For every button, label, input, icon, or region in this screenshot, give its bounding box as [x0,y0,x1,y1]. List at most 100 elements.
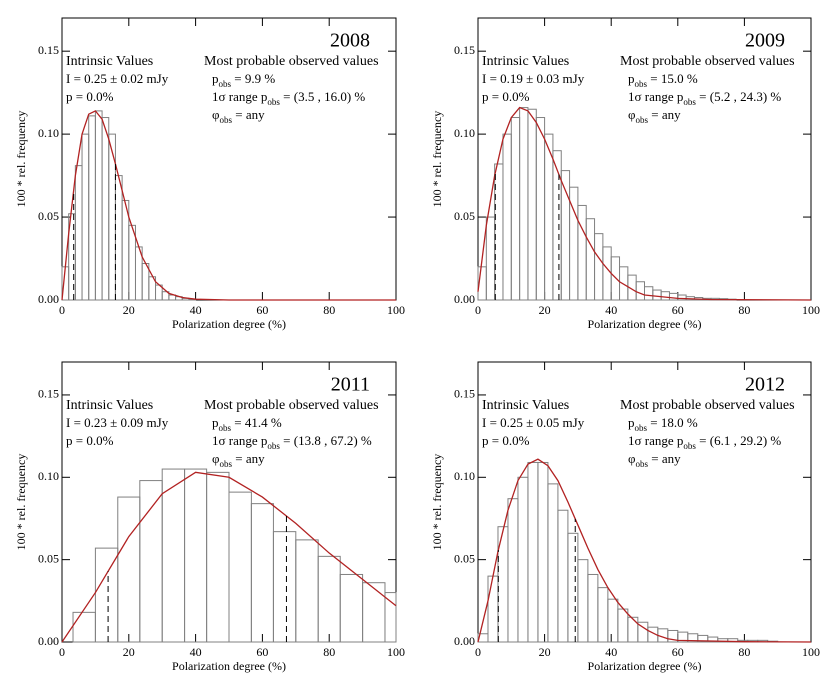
x-tick-label: 60 [256,645,268,659]
hist-bar [527,108,537,301]
hist-bar [88,115,96,301]
note-piece: p [628,71,635,86]
note-piece: I = 0.25 ± 0.02 mJy [66,71,169,86]
note-piece: obs [220,115,233,125]
x-tick-label: 40 [190,303,202,317]
note-line: 1σ range pobs = (5.2 , 24.3) % [628,89,781,107]
note-line: pobs = 15.0 % [628,71,698,89]
note-piece: Most probable observed values [204,398,379,413]
note-line: pobs = 18.0 % [628,415,698,433]
note-piece: obs [636,115,649,125]
hist-bar [517,476,529,643]
note-line: φobs = any [212,451,265,469]
note-piece: = (3.5 , 16.0) % [280,89,365,104]
hist-bar [141,263,150,301]
note-piece: p [628,415,635,430]
note-line: p = 0.0% [482,89,530,104]
hist-bar [660,291,670,301]
note-piece: Intrinsic Values [66,54,153,69]
note-piece: Most probable observed values [620,398,795,413]
note-piece: obs [219,79,232,89]
hist-bar [295,539,319,643]
hist-bar [94,547,119,643]
hist-bar [602,246,612,301]
note-header: Intrinsic Values [482,398,569,413]
x-tick-label: 60 [256,303,268,317]
hist-bar [161,468,186,643]
note-line: I = 0.25 ± 0.05 mJy [482,415,585,430]
note-header: Most probable observed values [204,54,379,69]
hist-bar [184,468,208,643]
y-axis-label: 100 * rel. frequency [430,111,444,208]
note-piece: p = 0.0% [66,433,114,448]
panel-title: 2012 [745,374,785,396]
x-tick-label: 40 [605,303,617,317]
note-header: Most probable observed values [204,398,379,413]
y-axis-label: 100 * rel. frequency [430,454,444,551]
hist-bar [617,608,629,643]
note-header: Intrinsic Values [66,54,153,69]
y-tick-label: 0.15 [454,387,475,401]
note-piece: = any [232,451,265,466]
note-piece: p [212,71,219,86]
y-tick-label: 0.10 [454,469,475,483]
hist-bar [507,498,519,643]
note-piece: = 9.9 % [231,71,275,86]
x-tick-label: 0 [475,303,481,317]
panel: 0.00 0.05 0.10 0.15 0 20 40 60 80 100 Polarization… [430,361,820,673]
hist-bar [139,480,163,643]
note-piece: = 41.4 % [231,415,282,430]
note-line: 1σ range pobs = (13.8 , 67.2) % [212,433,372,451]
x-axis-label: Polarization degree (%) [172,317,286,331]
x-tick-label: 40 [605,645,617,659]
note-piece: I = 0.23 ± 0.09 mJy [66,415,169,430]
hist-bar [485,216,496,301]
note-piece: = 18.0 % [647,415,698,430]
y-tick-label: 0.00 [454,292,475,306]
x-tick-label: 20 [123,645,135,659]
y-tick-label: 0.05 [38,551,59,565]
note-piece: = (13.8 , 67.2) % [280,433,372,448]
y-tick-label: 0.00 [38,634,59,648]
hist-bar [317,555,341,643]
hist-bar [585,218,596,301]
y-axis-label: 100 * rel. frequency [14,111,28,208]
x-tick-label: 0 [475,645,481,659]
note-piece: = (5.2 , 24.3) % [696,89,781,104]
note-piece: φ [212,451,220,466]
hist-bar [668,292,679,301]
note-piece: Most probable observed values [620,54,795,69]
hist-bar [557,509,569,643]
hist-bar [652,289,662,301]
note-piece: φ [628,107,636,122]
hist-bar [535,117,546,301]
y-tick-label: 0.10 [454,126,475,140]
x-tick-label: 40 [190,645,202,659]
x-tick-label: 100 [387,645,405,659]
hist-bar [74,165,83,301]
y-tick-label: 0.15 [454,43,475,57]
hist-bar [206,471,230,643]
note-header: Intrinsic Values [66,398,153,413]
note-line: I = 0.23 ± 0.09 mJy [66,415,169,430]
hist-bar [594,233,604,301]
hist-bar [384,592,397,643]
hist-bar [627,616,639,643]
hist-bar [677,294,687,301]
x-tick-label: 0 [59,303,65,317]
hist-bar [128,224,136,301]
note-piece: obs [635,423,648,433]
note-piece: φ [628,451,636,466]
x-axis-label: Polarization degree (%) [588,317,702,331]
note-piece: obs [219,423,232,433]
hist-bar [547,483,559,643]
hist-bar [94,110,103,301]
x-tick-label: 80 [738,303,750,317]
note-piece: Intrinsic Values [482,398,569,413]
note-piece: obs [683,97,696,107]
hist-bar [607,598,619,643]
x-tick-label: 100 [387,303,405,317]
note-piece: Intrinsic Values [66,398,153,413]
hist-bar [494,163,504,301]
